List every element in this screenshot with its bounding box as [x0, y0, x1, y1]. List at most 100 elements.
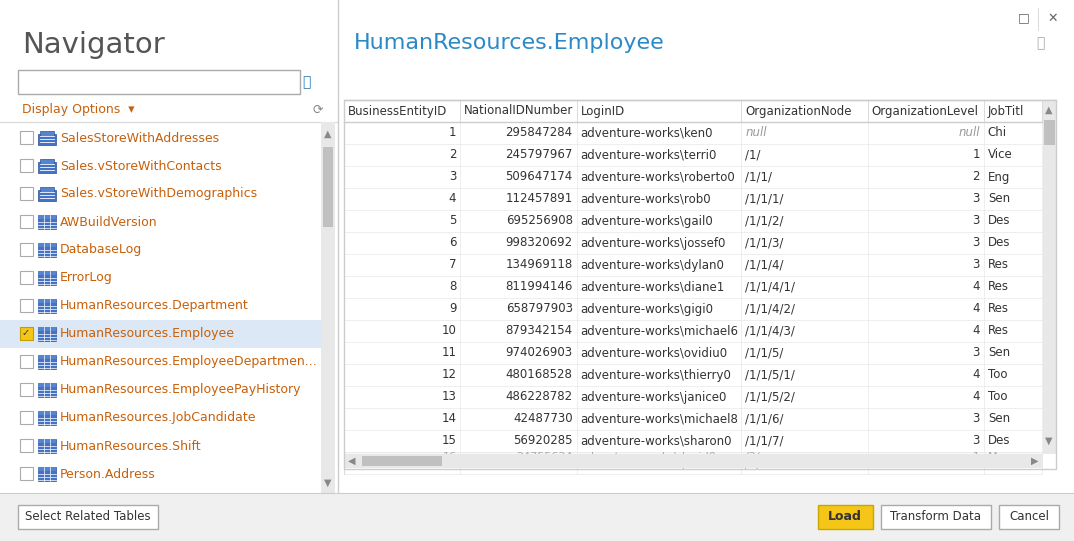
Text: null: null	[745, 127, 767, 140]
Bar	[344, 386, 1042, 408]
Bar	[339, 0, 1074, 541]
Text: 14: 14	[441, 412, 456, 426]
Text: 134969118: 134969118	[506, 259, 572, 272]
Text: 16: 16	[442, 452, 456, 462]
Text: 4: 4	[972, 280, 979, 294]
Text: Res: Res	[988, 302, 1008, 315]
Text: /2/: /2/	[745, 457, 761, 470]
Text: ✓: ✓	[21, 328, 30, 338]
Bar	[362, 456, 442, 466]
Text: Sales.vStoreWithDemographics: Sales.vStoreWithDemographics	[60, 188, 257, 201]
Bar	[40, 159, 54, 164]
Text: ▼: ▼	[1045, 436, 1053, 446]
Text: adventure-works\ovidiu0: adventure-works\ovidiu0	[581, 346, 728, 360]
Text: adventure-works\jossef0: adventure-works\jossef0	[581, 236, 726, 249]
Text: 9: 9	[449, 302, 456, 315]
Bar	[999, 505, 1059, 529]
Bar	[344, 452, 1042, 474]
Bar	[20, 243, 33, 256]
Text: OrganizationNode: OrganizationNode	[745, 104, 852, 117]
Text: 3: 3	[972, 214, 979, 228]
Text: 3: 3	[972, 193, 979, 206]
Bar	[20, 467, 33, 480]
Text: Des: Des	[988, 236, 1011, 249]
Text: ErrorLog: ErrorLog	[60, 272, 113, 285]
Text: 3: 3	[972, 346, 979, 360]
Text: /1/1/3/: /1/1/3/	[745, 236, 784, 249]
Text: 4: 4	[972, 302, 979, 315]
Text: /1/1/4/3/: /1/1/4/3/	[745, 325, 796, 338]
Bar	[344, 430, 1042, 452]
Text: Vice: Vice	[988, 148, 1013, 162]
Text: 658797903: 658797903	[506, 302, 572, 315]
Text: null: null	[958, 127, 979, 140]
Bar	[20, 187, 33, 200]
Bar	[38, 383, 56, 397]
Text: 486228782: 486228782	[506, 391, 572, 404]
Bar	[344, 454, 1043, 468]
Text: 112457891: 112457891	[506, 193, 572, 206]
Bar	[40, 187, 54, 192]
Text: NationalIDNumber: NationalIDNumber	[464, 104, 574, 117]
Bar	[344, 100, 1056, 469]
Text: ⟳: ⟳	[313, 103, 323, 116]
Bar	[38, 439, 56, 453]
Bar	[38, 383, 56, 387]
Text: Load: Load	[828, 511, 862, 524]
Bar	[344, 144, 1042, 166]
Text: ◀: ◀	[348, 456, 355, 466]
Bar	[20, 327, 33, 340]
Text: 6: 6	[449, 236, 456, 249]
Text: ▲: ▲	[1045, 105, 1053, 115]
Bar	[344, 452, 1042, 463]
Bar	[321, 122, 335, 493]
Bar	[38, 271, 56, 275]
Bar	[20, 383, 33, 396]
Text: Display Options  ▾: Display Options ▾	[21, 103, 134, 116]
Text: OrganizationLevel: OrganizationLevel	[871, 104, 978, 117]
Text: 10: 10	[441, 325, 456, 338]
Bar	[881, 505, 991, 529]
Text: /1/1/1/: /1/1/1/	[745, 193, 784, 206]
Bar	[38, 467, 56, 471]
Bar	[18, 70, 300, 94]
Bar	[344, 342, 1042, 364]
Bar	[344, 254, 1042, 276]
Bar	[38, 411, 56, 425]
Text: Ma: Ma	[988, 457, 1005, 470]
Text: Sen: Sen	[988, 193, 1010, 206]
Text: 7: 7	[449, 259, 456, 272]
Text: adventure-works\ken0: adventure-works\ken0	[581, 127, 713, 140]
Text: /2/: /2/	[745, 452, 760, 462]
Text: Sales.vStoreWithContacts: Sales.vStoreWithContacts	[60, 160, 221, 173]
Bar	[20, 271, 33, 284]
Text: /1/1/5/1/: /1/1/5/1/	[745, 368, 796, 381]
Text: Des: Des	[988, 214, 1011, 228]
Text: 15: 15	[441, 434, 456, 447]
Text: 3: 3	[972, 259, 979, 272]
Bar	[38, 327, 56, 341]
Bar	[38, 355, 56, 369]
Bar	[344, 166, 1042, 188]
Text: Select Related Tables: Select Related Tables	[25, 511, 150, 524]
Text: 3: 3	[972, 434, 979, 447]
Text: Too: Too	[988, 368, 1007, 381]
Bar	[38, 215, 56, 219]
Bar	[344, 122, 1042, 144]
Text: adventure-works\gigi0: adventure-works\gigi0	[581, 302, 713, 315]
Text: 16: 16	[441, 457, 456, 470]
Text: Transform Data: Transform Data	[890, 511, 982, 524]
Text: 5: 5	[449, 214, 456, 228]
Text: Res: Res	[988, 280, 1008, 294]
Text: 12: 12	[441, 368, 456, 381]
Text: 24755634: 24755634	[513, 457, 572, 470]
Text: 13: 13	[441, 391, 456, 404]
Bar	[1044, 120, 1055, 145]
Text: 245797967: 245797967	[505, 148, 572, 162]
Bar	[0, 320, 321, 348]
Bar	[20, 131, 33, 144]
Text: /1/1/2/: /1/1/2/	[745, 214, 784, 228]
Text: Res: Res	[988, 325, 1008, 338]
Text: adventure-works\michael8: adventure-works\michael8	[581, 412, 739, 426]
Text: □: □	[1018, 11, 1030, 24]
